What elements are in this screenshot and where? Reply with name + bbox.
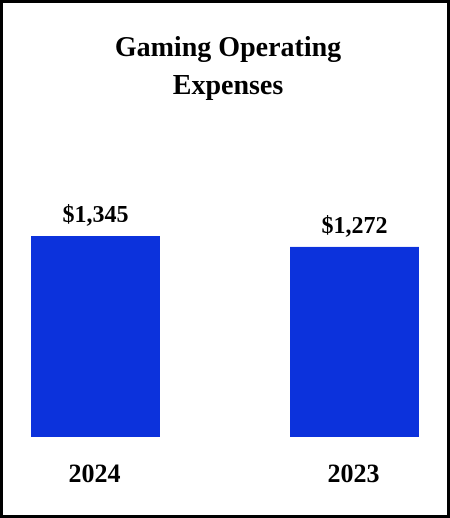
value-label-2023: $1,272 — [322, 213, 388, 239]
chart-title: Gaming Operating Expenses — [3, 29, 450, 105]
chart-title-line-1: Gaming Operating — [114, 32, 342, 63]
category-label-2024: 2024 — [69, 459, 121, 488]
value-label-2024: $1,345 — [63, 202, 129, 228]
bar-2023 — [290, 246, 419, 437]
chart-title-line-2: Expenses — [172, 70, 284, 101]
bar-2024 — [31, 236, 160, 437]
category-label-2023: 2023 — [328, 459, 380, 488]
